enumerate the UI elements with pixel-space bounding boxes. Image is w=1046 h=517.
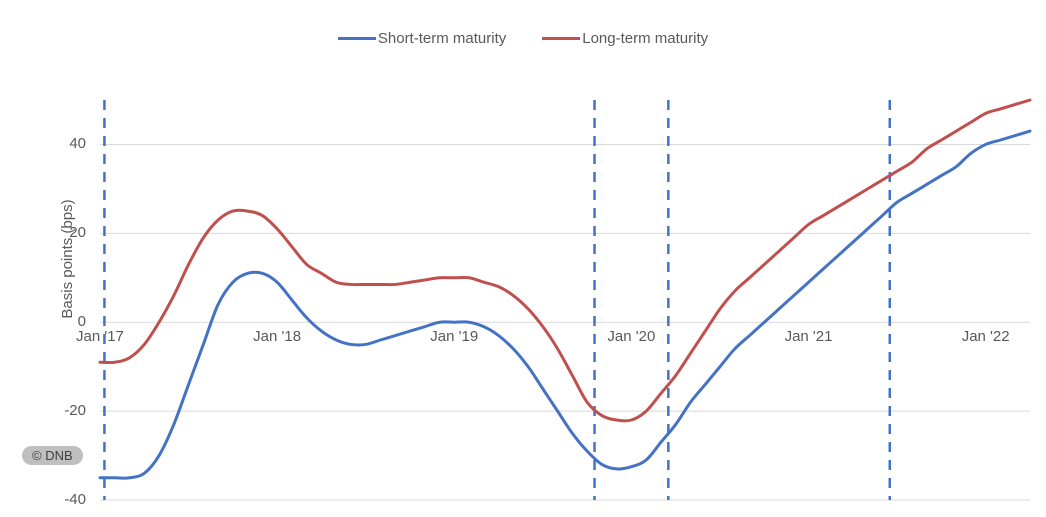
credit-text: © DNB (32, 448, 73, 463)
y-tick-label: -40 (0, 491, 86, 508)
x-tick-label: Jan '19 (430, 328, 478, 345)
legend-swatch-long (542, 37, 580, 40)
legend: Short-term maturity Long-term maturity (0, 30, 1046, 47)
y-axis-title: Basis points (bps) (59, 199, 76, 318)
x-tick-label: Jan '18 (253, 328, 301, 345)
legend-swatch-short (338, 37, 376, 40)
credit-badge: © DNB (22, 446, 83, 465)
y-tick-label: -20 (0, 402, 86, 419)
legend-item-long: Long-term maturity (542, 30, 708, 47)
y-tick-label: 20 (0, 224, 86, 241)
plot-area (0, 0, 1046, 517)
x-tick-label: Jan '17 (76, 328, 124, 345)
y-tick-label: 40 (0, 135, 86, 152)
x-tick-label: Jan '20 (607, 328, 655, 345)
legend-label-short: Short-term maturity (378, 30, 506, 47)
chart-container: Short-term maturity Long-term maturity B… (0, 0, 1046, 517)
legend-item-short: Short-term maturity (338, 30, 506, 47)
legend-label-long: Long-term maturity (582, 30, 708, 47)
x-tick-label: Jan '22 (962, 328, 1010, 345)
y-tick-label: 0 (0, 313, 86, 330)
x-tick-label: Jan '21 (785, 328, 833, 345)
